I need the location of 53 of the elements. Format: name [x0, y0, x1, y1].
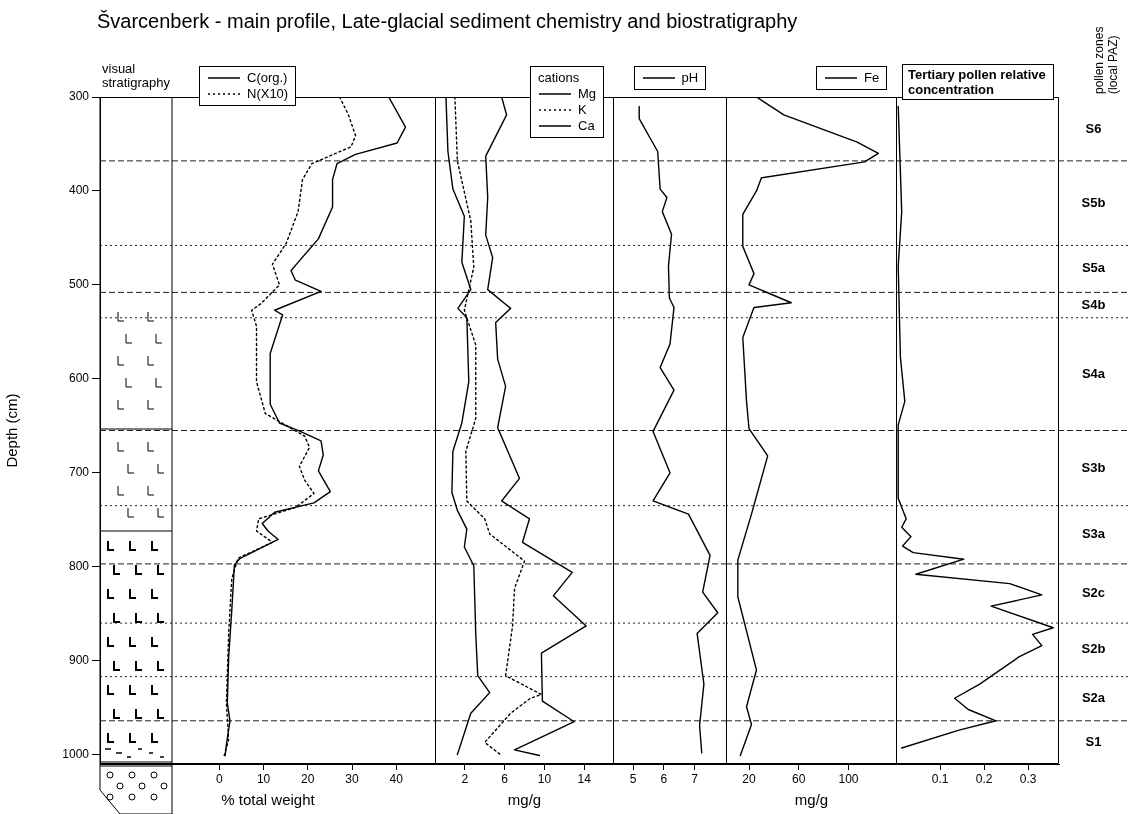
x-tick-label: 40 — [389, 771, 404, 786]
x-tick-label: 7 — [691, 771, 699, 786]
y-tick-label: 600 — [68, 371, 90, 386]
x-axis-title: % total weight — [221, 791, 316, 809]
x-tick-label: 30 — [345, 771, 359, 786]
x-tick-label: 0.2 — [975, 771, 993, 786]
y-tick-label: 700 — [68, 465, 90, 480]
x-axis-title: mg/g — [507, 791, 542, 809]
x-tick-label: 20 — [742, 771, 756, 786]
y-tick-label: 300 — [68, 89, 90, 104]
text: S2a — [1081, 690, 1106, 706]
text: pollen zones (local PAZ) — [1092, 25, 1120, 94]
text: S2c — [1081, 585, 1106, 601]
legend-label: C(org.) — [247, 70, 288, 86]
x-tick-label: 20 — [301, 771, 315, 786]
legend-label: N(X10) — [247, 86, 289, 102]
y-tick-label: 1000 — [62, 746, 90, 761]
x-tick-label: 6 — [660, 771, 668, 786]
text: S5b — [1081, 194, 1106, 210]
legend-label: Mg — [578, 86, 597, 102]
x-tick-label: 10 — [537, 771, 552, 786]
x-tick-label: 10 — [256, 771, 271, 786]
text: S2b — [1081, 641, 1106, 657]
legend-label: K — [578, 102, 587, 118]
y-tick-label: 500 — [68, 277, 90, 292]
x-tick-label: 0.1 — [931, 771, 949, 786]
y-tick-label: 400 — [68, 183, 90, 198]
x-tick-label: 0.3 — [1019, 771, 1037, 786]
text: S4a — [1081, 365, 1106, 381]
chart-title: Švarcenberk - main profile, Late-glacial sediment chemistry and biostratigraphy — [97, 10, 798, 33]
legend-label: Ca — [578, 118, 595, 134]
text: S6 — [1085, 120, 1102, 136]
legend-label: pH — [681, 70, 699, 86]
x-tick-label: 2 — [461, 771, 469, 786]
y-tick-label: 800 — [68, 559, 90, 574]
x-tick-label: 0 — [216, 771, 224, 786]
chart-title: Tertiary pollen relative concentration — [902, 64, 1054, 100]
text: visual stratigraphy — [102, 61, 171, 90]
x-axis-title: mg/g — [794, 791, 829, 809]
legend-label: Fe — [864, 70, 880, 86]
legend-title: cations — [538, 70, 581, 86]
x-tick-label: 14 — [577, 771, 592, 786]
x-tick-label: 100 — [838, 771, 859, 786]
text: S5a — [1081, 260, 1106, 276]
text: S1 — [1085, 733, 1102, 749]
y-axis-title: Depth (cm) — [3, 393, 21, 468]
y-tick-label: 900 — [68, 652, 90, 667]
text: S4b — [1081, 296, 1106, 312]
x-tick-label: 5 — [629, 771, 637, 786]
x-tick-label: 6 — [501, 771, 509, 786]
text: S3a — [1081, 526, 1106, 542]
text: S3b — [1081, 459, 1106, 475]
x-tick-label: 60 — [792, 771, 806, 786]
